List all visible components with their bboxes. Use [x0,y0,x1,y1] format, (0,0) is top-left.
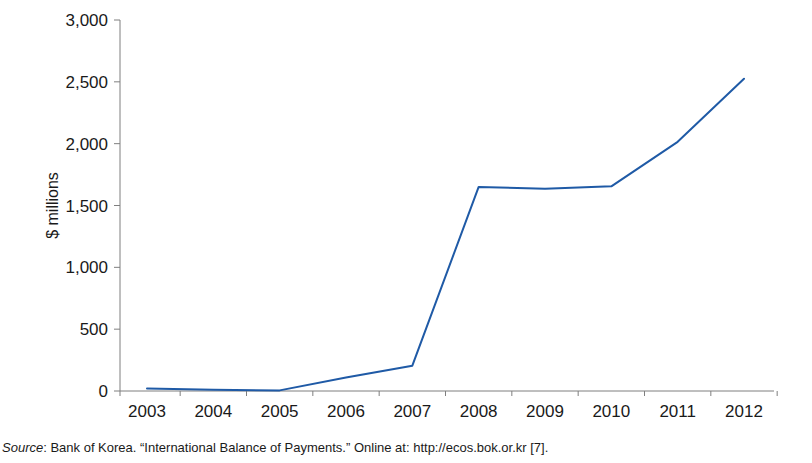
x-tick-mark [777,391,778,396]
x-tick-label: 2008 [460,402,498,421]
x-tick-mark [511,391,512,396]
y-tick-mark [114,81,120,82]
source-note: Source: Bank of Korea. “International Ba… [2,440,548,455]
x-tick-label: 2011 [659,402,696,421]
x-tick-mark [246,391,247,396]
x-tick-mark [644,391,645,396]
x-tick-label: 2012 [725,402,763,421]
y-tick-label: 500 [80,320,108,339]
x-tick-mark [578,391,579,396]
x-tick-label: 2009 [526,402,564,421]
y-tick-mark [114,143,120,144]
y-tick-mark [114,267,120,268]
x-tick-label: 2007 [393,402,431,421]
y-axis-label: $ millions [44,172,61,239]
y-tick-label: 2,500 [65,73,108,92]
x-tick-mark [379,391,380,396]
x-tick-mark [180,391,181,396]
y-tick-mark [114,391,120,392]
x-tick-mark [710,391,711,396]
x-tick-label: 2010 [592,402,630,421]
plot-area [147,79,744,391]
y-tick-mark [114,205,120,206]
y-tick-label: 1,000 [65,258,108,277]
data-line [147,79,744,391]
x-tick-mark [120,391,121,396]
y-tick-label: 0 [99,382,108,401]
chart: 0 500 1,000 1,500 2,000 2,500 3,000 2003 2004 200… [0,0,812,463]
y-tick-label: 2,000 [65,135,108,154]
x-tick-label: 2006 [327,402,365,421]
x-tick-mark [445,391,446,396]
x-tick-label: 2003 [128,402,166,421]
y-tick-mark [114,20,120,21]
x-tick-mark [312,391,313,396]
y-tick-label: 1,500 [65,197,108,216]
y-tick-mark [114,329,120,330]
y-tick-label: 3,000 [65,11,108,30]
x-tick-label: 2004 [194,402,232,421]
x-tick-label: 2005 [261,402,299,421]
